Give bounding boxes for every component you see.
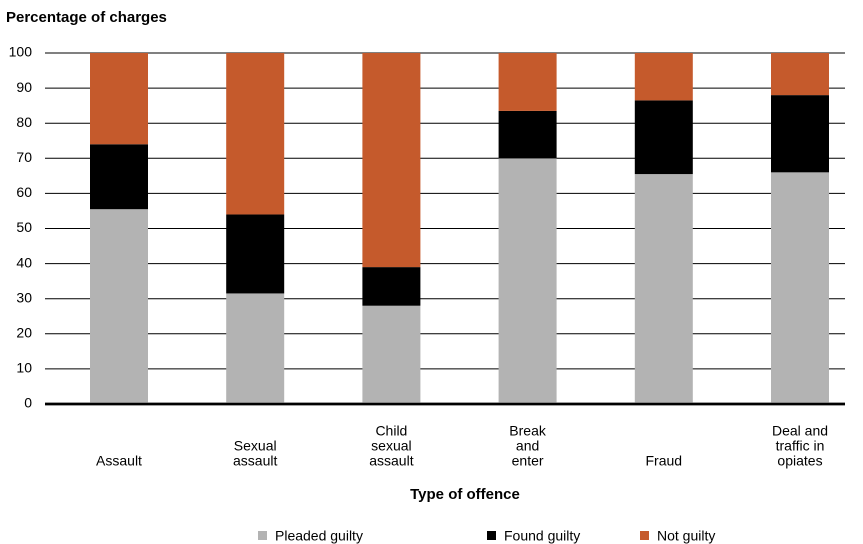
y-tick-label: 80 (16, 114, 32, 130)
x-tick-label: sexual (371, 438, 411, 454)
bar-segment (226, 214, 285, 294)
legend-label: Found guilty (504, 528, 580, 544)
bar-segment (90, 53, 148, 145)
x-tick-label: Break (509, 423, 547, 439)
y-tick-label: 100 (9, 44, 33, 60)
legend-label: Pleaded guilty (275, 528, 363, 544)
y-tick-label: 90 (16, 79, 32, 95)
bar-segment (634, 53, 693, 101)
y-tick-label: 50 (16, 219, 32, 235)
x-tick-label: assault (233, 453, 277, 469)
y-tick-label: 70 (16, 149, 32, 165)
bar-segment (362, 305, 421, 404)
y-tick-label: 20 (16, 325, 32, 341)
bar-segment (771, 53, 829, 96)
x-tick-label: Assault (96, 453, 142, 469)
x-tick-label: Fraud (646, 453, 683, 469)
y-axis-title: Percentage of charges (6, 9, 167, 26)
x-tick-label: traffic in (776, 438, 825, 454)
bar-segment (226, 53, 285, 215)
y-tick-label: 30 (16, 289, 32, 305)
bar-segment (90, 209, 148, 404)
x-tick-label: assault (369, 453, 413, 469)
x-tick-label: and (516, 438, 539, 454)
x-tick-label: Child (375, 423, 407, 439)
bar-segment (362, 267, 421, 306)
bar-segment (771, 95, 829, 173)
x-axis-title: Type of offence (410, 486, 520, 503)
y-tick-label: 40 (16, 254, 32, 270)
legend-swatch (258, 531, 267, 540)
x-tick-label: enter (512, 453, 544, 469)
y-tick-label: 60 (16, 184, 32, 200)
bar-segment (362, 53, 421, 268)
bar-segment (634, 100, 693, 175)
bar-segment (498, 53, 557, 111)
bar-segment (498, 110, 557, 159)
y-tick-label: 10 (16, 360, 32, 376)
bar-segment (771, 172, 829, 404)
x-tick-label: Deal and (772, 423, 828, 439)
legend-label: Not guilty (657, 528, 715, 544)
legend-swatch (640, 531, 649, 540)
bar-segment (498, 158, 557, 404)
legend-swatch (487, 531, 496, 540)
bar-segment (634, 174, 693, 404)
y-tick-label: 0 (24, 395, 32, 411)
x-tick-label: opiates (777, 453, 822, 469)
x-tick-label: Sexual (234, 438, 277, 454)
bar-segment (226, 293, 285, 404)
bar-segment (90, 144, 148, 210)
